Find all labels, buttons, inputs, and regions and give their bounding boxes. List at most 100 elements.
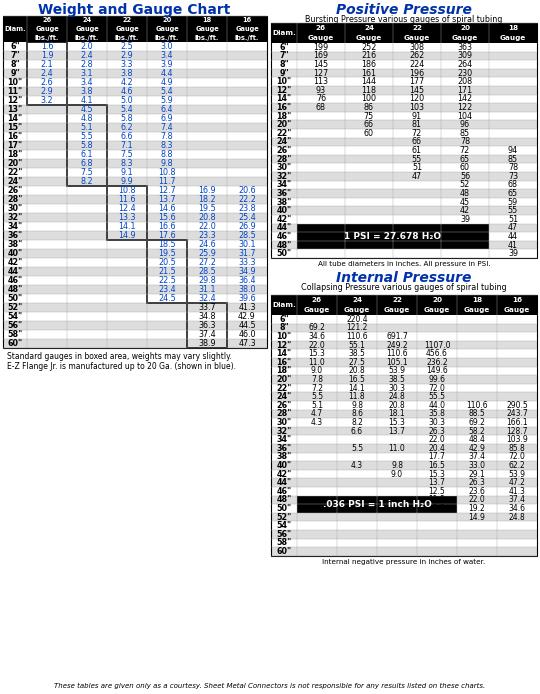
Text: 56": 56" [276,530,292,539]
Text: 42.9: 42.9 [238,312,256,321]
Text: 48.4: 48.4 [469,435,485,444]
Text: 196: 196 [409,69,424,78]
Text: 6": 6" [10,42,20,51]
Text: 11.0: 11.0 [389,443,406,452]
Text: 6.4: 6.4 [161,105,173,114]
Text: 142: 142 [457,94,472,103]
Text: 30": 30" [8,204,23,213]
Text: 161: 161 [361,69,376,78]
Bar [3,330,267,339]
Bar [3,321,267,330]
Text: 20": 20" [276,375,292,384]
Text: 27.5: 27.5 [348,358,366,367]
Text: 22.5: 22.5 [158,276,176,285]
Text: 37.4: 37.4 [469,452,485,462]
Text: 72.0: 72.0 [509,452,525,462]
Bar [271,505,537,513]
Text: 24.5: 24.5 [158,294,176,303]
Text: 2.4: 2.4 [40,69,53,78]
Text: 110.6: 110.6 [346,332,368,341]
Bar [271,163,537,172]
Text: 24.8: 24.8 [389,392,406,401]
Text: 34.6: 34.6 [509,504,525,513]
Text: 15": 15" [8,123,23,132]
Text: 18: 18 [202,17,212,24]
Bar [3,51,267,60]
Text: 12.5: 12.5 [429,486,446,496]
Bar [3,276,267,285]
Text: 36": 36" [276,189,292,198]
Bar [297,496,457,513]
Text: 30.1: 30.1 [238,240,256,249]
Text: 8": 8" [279,323,289,332]
Bar [3,312,267,321]
Text: 7.2: 7.2 [311,384,323,393]
Text: 14.9: 14.9 [469,513,485,522]
Text: 16.5: 16.5 [429,461,446,470]
Text: 22": 22" [8,168,23,177]
Text: 59: 59 [508,198,518,207]
Text: Gauge: Gauge [404,35,430,41]
Text: 20.5: 20.5 [158,258,176,267]
Text: Gauge: Gauge [344,307,370,313]
Text: 53.9: 53.9 [388,366,406,375]
Bar [3,177,267,186]
Text: 3.2: 3.2 [40,96,53,105]
Text: 96: 96 [460,120,470,129]
Text: 1107.0: 1107.0 [424,341,450,350]
Text: All tube diameters in inches. All pressure in PSI.: All tube diameters in inches. All pressu… [318,261,490,267]
Text: 6.6: 6.6 [351,427,363,436]
Text: 4.8: 4.8 [81,114,93,123]
Text: 51: 51 [508,215,518,223]
Text: 24.6: 24.6 [198,240,216,249]
Text: 22.2: 22.2 [238,195,256,204]
Text: 243.7: 243.7 [506,409,528,418]
Text: 47: 47 [508,223,518,232]
Text: 26": 26" [276,401,292,409]
Text: 103: 103 [409,103,424,112]
Text: 32.4: 32.4 [198,294,216,303]
Text: 252: 252 [361,43,377,52]
Bar [3,303,267,312]
Text: 12": 12" [276,341,292,350]
Bar [3,213,267,222]
Text: 14.6: 14.6 [158,204,176,213]
Text: 39: 39 [508,249,518,258]
Bar [3,240,267,249]
Text: Gauge: Gauge [424,307,450,313]
Text: Gauge: Gauge [504,307,530,313]
Text: 10.8: 10.8 [118,186,136,195]
Text: 69.2: 69.2 [308,323,326,332]
Text: 42.9: 42.9 [469,443,485,452]
Text: 309: 309 [457,51,472,60]
Bar [3,285,267,294]
Text: 6.1: 6.1 [81,150,93,159]
Text: 28.5: 28.5 [238,231,256,240]
Bar [271,375,537,384]
Text: 42": 42" [276,215,292,223]
Bar [271,94,537,103]
Text: 2.4: 2.4 [80,51,93,60]
Bar [271,323,537,332]
Text: 30": 30" [276,163,292,172]
Text: 72: 72 [412,129,422,138]
Text: Gauge: Gauge [155,26,179,32]
Bar [3,114,267,123]
Bar [271,470,537,478]
Text: 28": 28" [8,195,23,204]
Text: 24: 24 [352,297,362,303]
Text: 36.3: 36.3 [198,321,216,330]
Bar [271,180,537,189]
Text: 42: 42 [460,206,470,215]
Bar [271,223,537,232]
Bar [3,186,267,195]
Bar [3,96,267,105]
Text: 24": 24" [276,392,292,401]
Bar [271,120,537,129]
Text: 16": 16" [276,103,292,112]
Text: 73: 73 [508,172,518,181]
Text: 42": 42" [276,470,292,479]
Text: 25.4: 25.4 [238,213,256,222]
Bar [271,295,537,556]
Text: 5.4: 5.4 [161,87,173,96]
